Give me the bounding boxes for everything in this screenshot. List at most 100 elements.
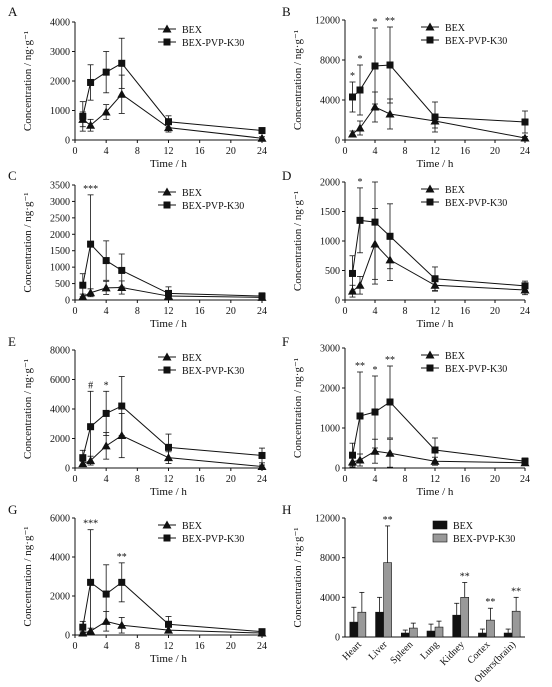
x-tick-label: 20 xyxy=(226,146,236,157)
marker-square xyxy=(371,408,379,416)
series-line xyxy=(352,219,526,287)
series-line xyxy=(352,64,526,123)
panel-g: G 0 2000 4000 6000 Concentration / ng·g⁻¹ 0 4 8 1… xyxy=(8,502,267,665)
x-tick-label: 4 xyxy=(373,146,378,157)
marker-square xyxy=(356,412,364,420)
y-tick-label: 3500 xyxy=(50,181,70,192)
marker-triangle xyxy=(425,184,435,193)
legend-label: BEX-PVP-K30 xyxy=(445,198,507,209)
category-label: Kidney xyxy=(438,639,467,668)
y-tick-label: 12000 xyxy=(315,16,340,27)
marker-square xyxy=(165,620,172,628)
bar-bex xyxy=(503,632,513,638)
marker-triangle xyxy=(86,120,96,129)
x-tick-label: 12 xyxy=(430,146,440,157)
panel-b: B 0 4000 8000 12000 Concentration / ng·g⁻¹ 0 4 8… xyxy=(282,4,530,170)
bar-bex xyxy=(375,611,384,638)
panel-letter: H xyxy=(282,502,291,517)
marker-square xyxy=(521,457,529,465)
marker-square xyxy=(79,112,87,120)
marker-square xyxy=(79,623,87,631)
panel-letter: E xyxy=(8,334,16,349)
significance-mark: ** xyxy=(460,571,470,582)
y-axis-label: Concentration / ng·g⁻¹ xyxy=(22,31,34,131)
marker-square xyxy=(118,402,126,410)
significance-mark: # xyxy=(88,380,93,391)
significance-mark: ** xyxy=(385,16,395,27)
marker-square xyxy=(87,578,95,586)
marker-square xyxy=(102,68,110,76)
marker-square xyxy=(386,61,394,69)
x-tick-label: 20 xyxy=(490,474,500,485)
marker-triangle xyxy=(370,446,380,455)
y-tick-label: 4000 xyxy=(320,96,340,107)
marker-triangle xyxy=(162,352,172,361)
x-tick-label: 20 xyxy=(490,306,500,317)
significance-mark: ** xyxy=(383,515,393,526)
legend-item: BEX xyxy=(421,350,466,362)
y-axis-label: Concentration / ng·g⁻¹ xyxy=(292,30,304,130)
y-axis-label: Concentration / ng·g⁻¹ xyxy=(22,359,34,459)
marker-square xyxy=(163,366,171,374)
series-bex-pvp-k30 xyxy=(349,26,529,134)
x-axis-label: Time / h xyxy=(417,486,454,498)
marker-square xyxy=(118,59,126,67)
y-tick-label: 500 xyxy=(325,266,340,277)
x-tick-label: 0 xyxy=(73,641,78,652)
legend-item: BEX xyxy=(158,352,203,364)
panel-f: F 0 1000 2000 3000 Concentration / ng·g⁻¹ 0 4 8 1… xyxy=(282,334,530,498)
bar-bex xyxy=(452,614,462,638)
y-tick-label: 2000 xyxy=(320,178,340,189)
y-tick-label: 500 xyxy=(55,279,70,290)
y-tick-label: 2000 xyxy=(50,592,70,603)
marker-square xyxy=(165,289,172,297)
legend-label: BEX xyxy=(182,353,203,364)
x-tick-label: 8 xyxy=(135,306,140,317)
x-tick-label: 0 xyxy=(343,306,348,317)
marker-square xyxy=(163,534,171,542)
marker-square xyxy=(258,451,266,459)
legend-label: BEX xyxy=(445,185,466,196)
x-tick-label: 4 xyxy=(104,641,109,652)
marker-square xyxy=(349,451,356,459)
marker-triangle xyxy=(385,448,395,457)
y-tick-label: 1000 xyxy=(50,106,70,117)
x-tick-label: 4 xyxy=(104,306,109,317)
marker-square xyxy=(87,78,95,86)
significance-mark: * xyxy=(373,17,378,28)
panel-letter: F xyxy=(282,334,289,349)
x-axis-label: Time / h xyxy=(150,653,187,665)
x-tick-label: 24 xyxy=(520,474,530,485)
marker-square xyxy=(79,454,87,462)
y-tick-label: 0 xyxy=(335,296,340,307)
significance-mark: ** xyxy=(117,552,127,563)
panel-e: E 0 2000 4000 6000 8000 Concentration / ng·g⁻¹… xyxy=(8,334,267,498)
x-tick-label: 12 xyxy=(164,641,174,652)
marker-square xyxy=(102,409,110,417)
significance-mark: * xyxy=(358,177,363,188)
series-bex xyxy=(78,280,267,301)
marker-square xyxy=(349,93,356,101)
category-label: Spleen xyxy=(388,639,415,666)
legend-label: BEX xyxy=(445,351,466,362)
marker-triangle xyxy=(101,107,111,116)
marker-square xyxy=(165,443,172,451)
x-tick-label: 12 xyxy=(430,306,440,317)
marker-square xyxy=(386,232,394,240)
marker-square xyxy=(371,218,379,226)
y-tick-label: 6000 xyxy=(50,375,70,386)
y-tick-label: 1500 xyxy=(320,207,340,218)
legend-item: BEX-PVP-K30 xyxy=(421,198,507,209)
y-tick-label: 2000 xyxy=(50,434,70,445)
x-tick-label: 12 xyxy=(430,474,440,485)
x-tick-label: 24 xyxy=(257,474,267,485)
legend-label: BEX xyxy=(445,23,466,34)
y-axis-label: Concentration / ng·g⁻¹ xyxy=(292,358,304,458)
marker-square xyxy=(386,398,394,406)
x-tick-label: 24 xyxy=(257,146,267,157)
x-tick-label: 0 xyxy=(343,474,348,485)
marker-triangle xyxy=(101,283,111,292)
marker-square xyxy=(102,257,110,265)
marker-square xyxy=(356,216,364,224)
